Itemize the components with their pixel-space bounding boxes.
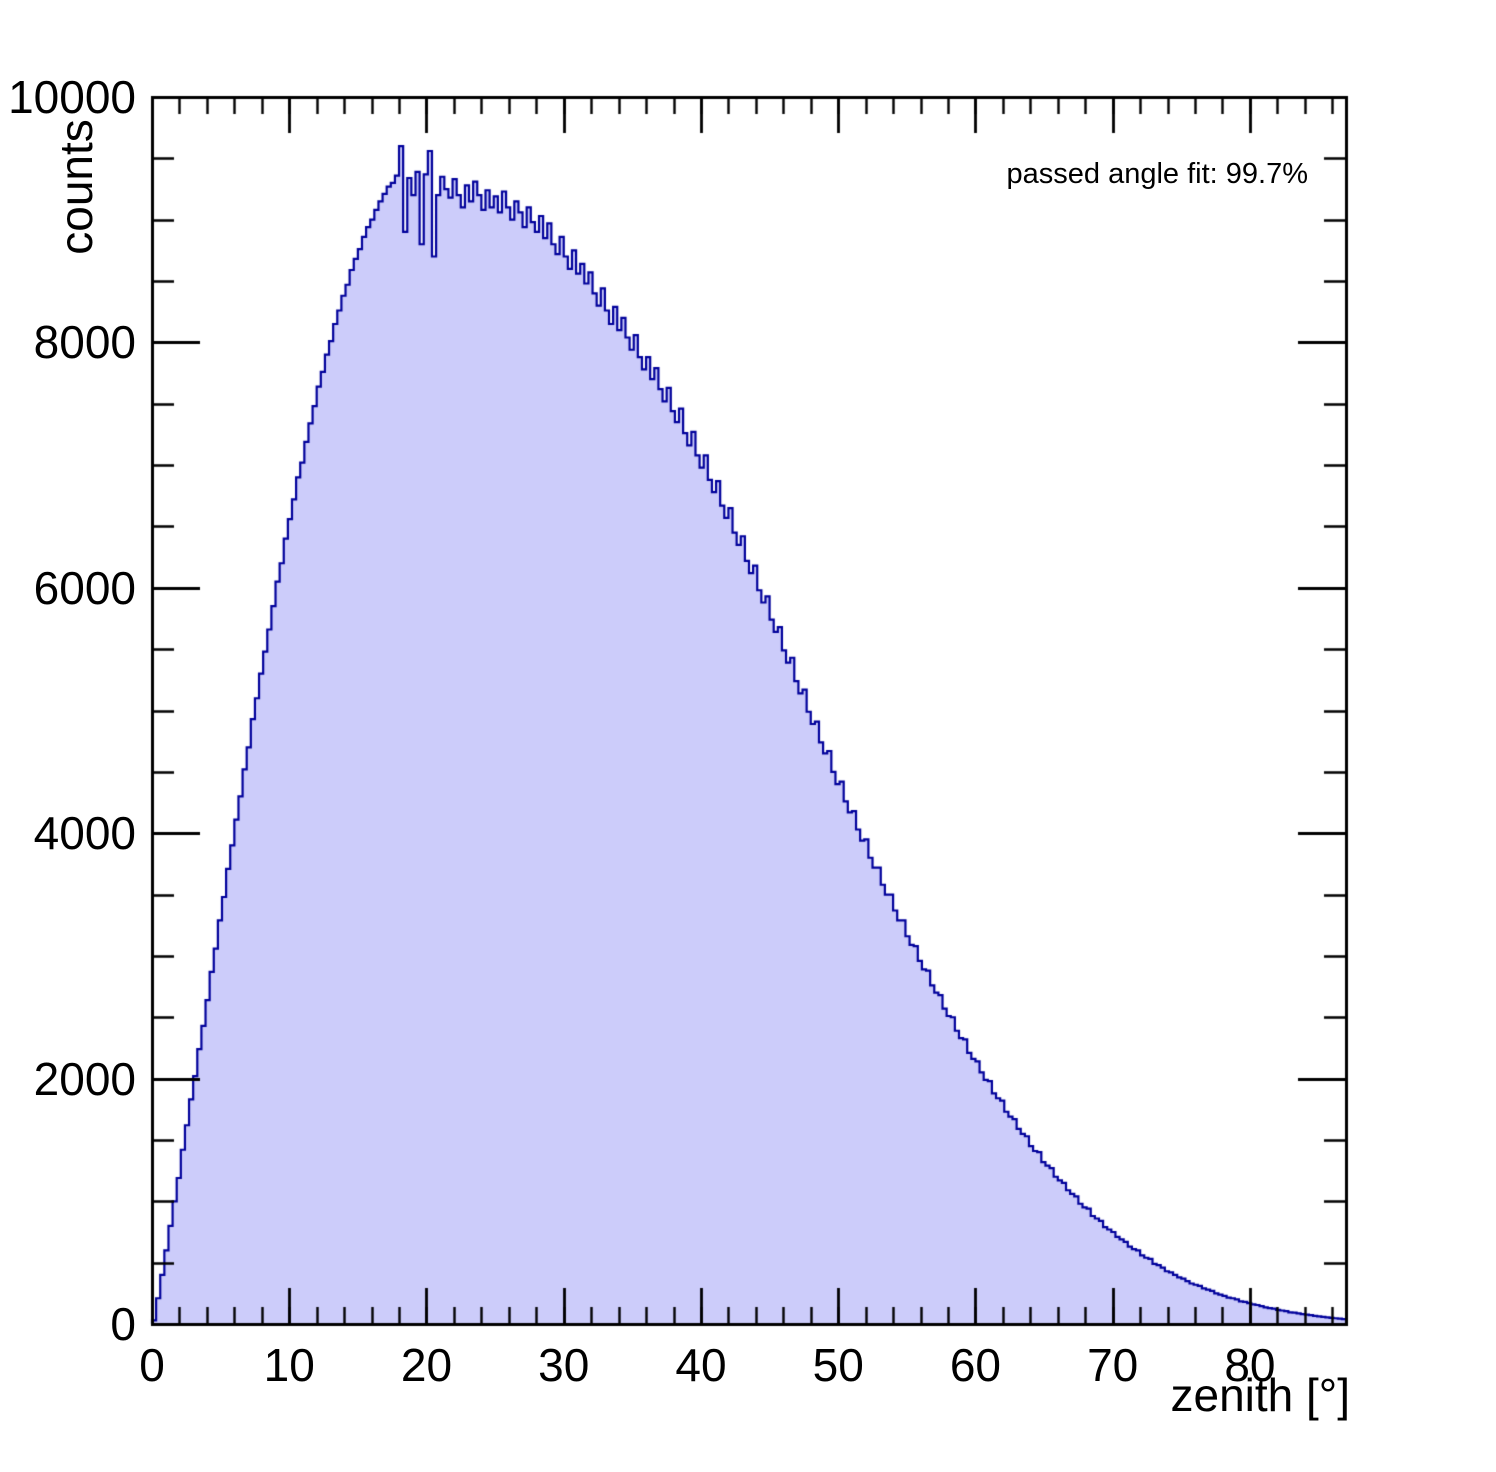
y-tick-label: 0 <box>110 1298 136 1350</box>
x-tick-label: 80 <box>1224 1339 1276 1391</box>
y-tick-label: 8000 <box>33 316 136 369</box>
x-axis-title: zenith [°] <box>1170 1369 1351 1421</box>
y-tick-label: 10000 <box>8 71 136 123</box>
y-tick-label: 6000 <box>33 561 136 614</box>
x-tick-label: 0 <box>139 1339 165 1391</box>
x-tick-label: 10 <box>263 1339 315 1391</box>
x-tick-label: 50 <box>812 1339 864 1391</box>
x-tick-label: 20 <box>400 1339 453 1391</box>
x-tick-label: 60 <box>949 1339 1002 1391</box>
x-tick-label: 30 <box>538 1339 590 1391</box>
y-tick-label: 4000 <box>33 807 136 860</box>
y-tick-label: 2000 <box>33 1052 136 1105</box>
x-tick-label: 70 <box>1087 1339 1139 1391</box>
passed-angle-fit-annotation: passed angle fit: 99.7% <box>1006 158 1308 190</box>
x-tick-label: 40 <box>675 1339 727 1391</box>
